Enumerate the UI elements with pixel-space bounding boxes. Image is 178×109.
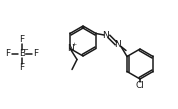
Text: F: F bbox=[19, 64, 25, 72]
Text: N: N bbox=[115, 40, 121, 49]
Text: −: − bbox=[23, 47, 28, 53]
Text: F: F bbox=[33, 49, 39, 59]
Text: B: B bbox=[19, 49, 25, 59]
Text: N: N bbox=[67, 44, 73, 53]
Text: F: F bbox=[6, 49, 11, 59]
Text: +: + bbox=[71, 42, 77, 47]
Text: Cl: Cl bbox=[136, 81, 144, 89]
Text: F: F bbox=[19, 36, 25, 44]
Text: N: N bbox=[103, 31, 109, 40]
